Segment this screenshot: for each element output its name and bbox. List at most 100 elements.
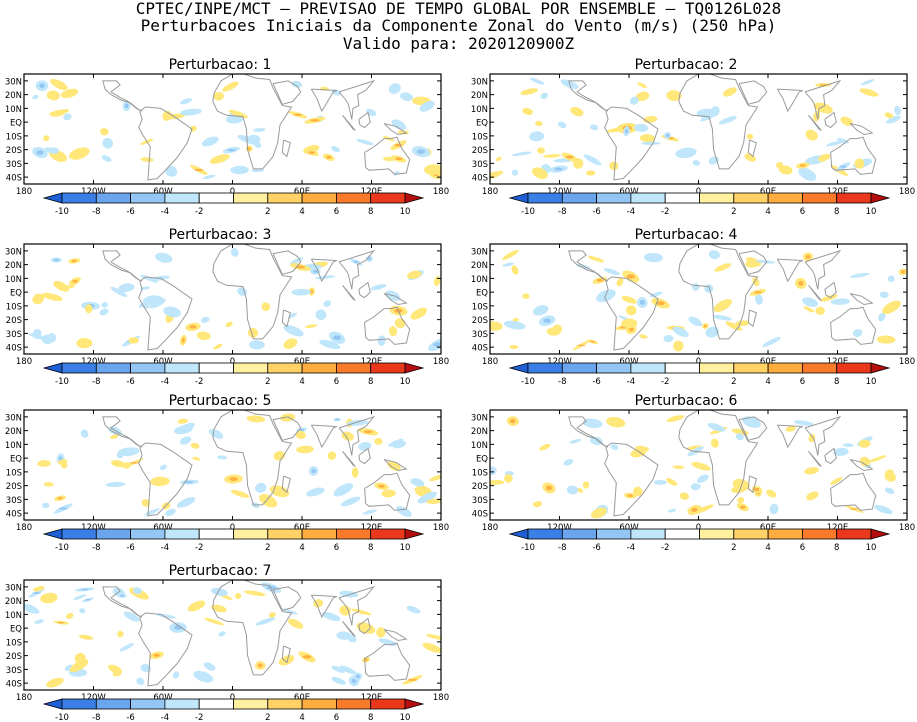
positive-anomaly — [808, 433, 816, 443]
coastline — [849, 293, 874, 306]
positive-anomaly — [884, 469, 894, 478]
coastline — [102, 416, 143, 448]
negative-anomaly — [842, 443, 854, 447]
lat-label: 10S — [6, 468, 22, 478]
positive-anomaly — [490, 321, 503, 331]
lon-label: 180 — [482, 357, 498, 366]
negative-anomaly — [63, 113, 72, 121]
positive-anomaly — [635, 91, 650, 102]
negative-anomaly — [502, 262, 514, 267]
lat-label: 40S — [6, 174, 22, 184]
coastline — [338, 79, 376, 120]
positive-anomaly — [520, 88, 539, 96]
positive-anomaly — [204, 617, 225, 626]
positive-anomaly — [190, 125, 197, 132]
map-panel-2: Perturbacao: 2 30N 20N 10N EQ 10S 20S 30S 40S 180… — [466, 57, 915, 216]
lat-label: 20N — [471, 427, 488, 437]
lat-label: EQ — [10, 455, 22, 465]
negative-anomaly — [392, 440, 407, 449]
coastline — [364, 136, 411, 175]
coastline — [824, 281, 837, 299]
negative-anomaly — [140, 274, 159, 283]
negative-anomaly — [165, 508, 176, 517]
lon-label: 0 — [230, 523, 235, 532]
negative-anomaly — [583, 154, 602, 166]
coastline — [738, 250, 768, 275]
colorbar-label: 4 — [765, 207, 770, 216]
coastline — [849, 123, 874, 136]
negative-anomaly — [697, 474, 709, 483]
lon-label: 60W — [153, 523, 173, 532]
negative-anomaly — [566, 485, 579, 495]
negative-anomaly — [79, 608, 86, 614]
positive-anomaly — [339, 605, 351, 616]
wind-perturbation-map: 30N 20N 10N EQ 10S 20S 30S 40S 180 120W 60W 0 60E 120… — [5, 73, 449, 196]
colorbar-label: 2 — [265, 377, 270, 386]
coastline — [776, 88, 803, 113]
lon-label: 60W — [153, 187, 173, 196]
positive-anomaly — [806, 491, 819, 501]
lat-label: 20S — [472, 316, 488, 326]
lon-label: 60W — [619, 187, 639, 196]
negative-anomaly — [172, 671, 180, 679]
lon-label: 120E — [361, 187, 383, 196]
colorbar-label: -10 — [521, 207, 535, 216]
coastline — [808, 114, 822, 131]
negative-anomaly — [180, 98, 192, 105]
negative-anomaly — [123, 611, 140, 622]
colorbar-label: -6 — [592, 377, 600, 386]
lat-label: EQ — [10, 119, 22, 129]
positive-anomaly — [570, 107, 584, 117]
negative-anomaly — [287, 312, 297, 319]
negative-anomaly — [503, 320, 526, 330]
coastline — [212, 244, 293, 340]
positive-anomaly — [424, 164, 441, 176]
colorbar-label: -6 — [126, 207, 134, 216]
lon-label: 180 — [899, 187, 915, 196]
colorbar: -10 -8 -6 -4 -2 2 4 6 8 10 — [42, 362, 425, 386]
negative-anomaly — [347, 635, 357, 643]
positive-anomaly — [295, 430, 306, 440]
coastline — [102, 586, 143, 618]
panel-title: Perturbacao: 7 — [168, 563, 272, 579]
colorbar-label: -10 — [521, 377, 535, 386]
colorbar-label: -2 — [195, 377, 203, 386]
coastline — [830, 136, 877, 175]
negative-anomaly — [705, 326, 719, 338]
positive-anomaly — [522, 293, 530, 299]
coastline — [338, 249, 376, 290]
lon-label: 180 — [16, 523, 32, 532]
coastline — [604, 106, 659, 181]
negative-anomaly — [34, 619, 44, 624]
negative-anomaly — [80, 429, 89, 438]
positive-anomaly — [639, 134, 656, 143]
coastline — [358, 447, 371, 465]
lat-label: 20N — [5, 91, 22, 101]
wind-perturbation-map: 30N 20N 10N EQ 10S 20S 30S 40S 180 120W 60W 0 60E 120… — [5, 409, 449, 532]
lon-label: 60E — [760, 187, 776, 196]
positive-anomaly — [778, 165, 793, 175]
positive-anomaly — [490, 479, 505, 485]
positive-anomaly — [327, 451, 337, 460]
positive-anomaly — [43, 135, 50, 142]
colorbar-label: 4 — [299, 207, 304, 216]
negative-anomaly — [410, 478, 425, 487]
negative-anomaly — [138, 300, 151, 308]
coastline — [776, 424, 803, 449]
negative-anomaly — [692, 159, 700, 166]
positive-anomaly — [588, 255, 605, 263]
negative-anomaly — [133, 587, 142, 595]
negative-anomaly — [159, 464, 167, 471]
negative-anomaly — [563, 459, 574, 466]
colorbar: -10 -8 -6 -4 -2 2 4 6 8 10 — [508, 528, 891, 552]
coastline — [281, 309, 291, 328]
negative-anomaly — [511, 151, 532, 157]
positive-anomaly — [643, 115, 658, 123]
positive-anomaly — [40, 592, 58, 604]
coastline — [824, 447, 837, 465]
map-panel-3: Perturbacao: 3 30N 20N 10N EQ 10S 20S 30S 40S 180… — [0, 227, 449, 386]
positive-anomaly — [43, 482, 54, 487]
lat-label: 20N — [471, 261, 488, 271]
negative-anomaly — [225, 114, 244, 124]
map-panel-4: Perturbacao: 4 30N 20N 10N EQ 10S 20S 30S 40S 180… — [466, 227, 915, 386]
